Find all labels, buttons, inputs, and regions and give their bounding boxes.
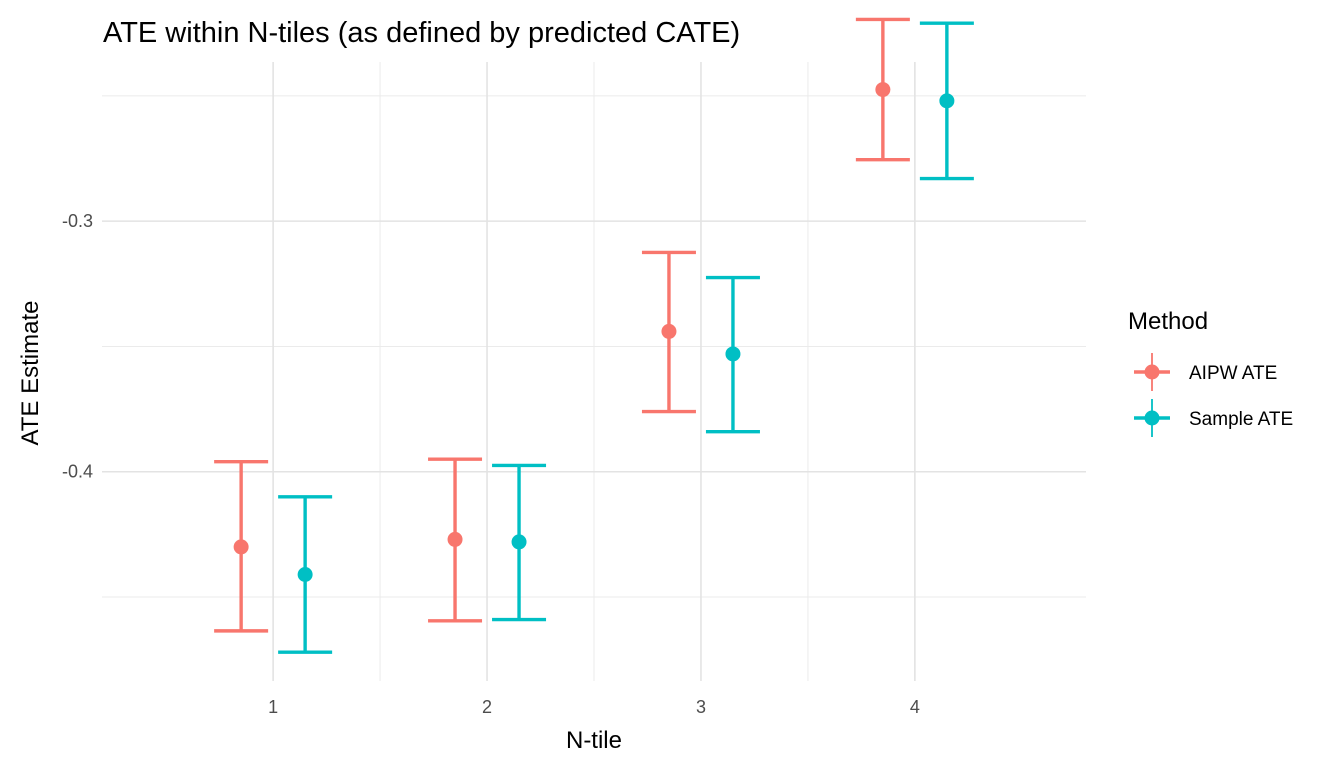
chart-title: ATE within N-tiles (as defined by predic… bbox=[103, 17, 740, 49]
legend: Method AIPW ATE Sample ATE bbox=[1128, 308, 1293, 437]
series-aipw-ate bbox=[214, 17, 910, 633]
legend-items: AIPW ATE Sample ATE bbox=[1134, 353, 1293, 437]
data-point bbox=[725, 346, 741, 362]
legend-key-point bbox=[1144, 410, 1160, 426]
x-tick-label: 2 bbox=[482, 697, 492, 717]
series-layer bbox=[214, 17, 974, 654]
y-tick-label: -0.4 bbox=[62, 462, 93, 482]
y-tick-labels: -0.3 -0.4 bbox=[62, 211, 93, 482]
x-tick-label: 1 bbox=[268, 697, 278, 717]
x-tick-labels: 1 2 3 4 bbox=[268, 697, 920, 717]
y-tick-label: -0.3 bbox=[62, 211, 93, 231]
data-point bbox=[511, 534, 527, 550]
x-tick-label: 3 bbox=[696, 697, 706, 717]
data-point bbox=[297, 566, 313, 582]
data-point bbox=[447, 531, 463, 547]
legend-label: Sample ATE bbox=[1189, 409, 1293, 430]
data-point bbox=[233, 539, 249, 555]
series-sample-ate bbox=[278, 21, 974, 654]
data-point bbox=[875, 82, 891, 98]
x-tick-label: 4 bbox=[910, 697, 920, 717]
x-axis-title: N-tile bbox=[566, 727, 622, 754]
legend-item-aipw-ate: AIPW ATE bbox=[1134, 353, 1277, 391]
legend-key-point bbox=[1144, 364, 1160, 380]
legend-item-sample-ate: Sample ATE bbox=[1134, 399, 1293, 437]
legend-label: AIPW ATE bbox=[1189, 363, 1277, 384]
data-point bbox=[661, 323, 677, 339]
data-point bbox=[939, 93, 955, 109]
y-axis-title: ATE Estimate bbox=[17, 301, 44, 446]
legend-title: Method bbox=[1128, 308, 1208, 335]
grid-layer bbox=[102, 62, 1086, 681]
